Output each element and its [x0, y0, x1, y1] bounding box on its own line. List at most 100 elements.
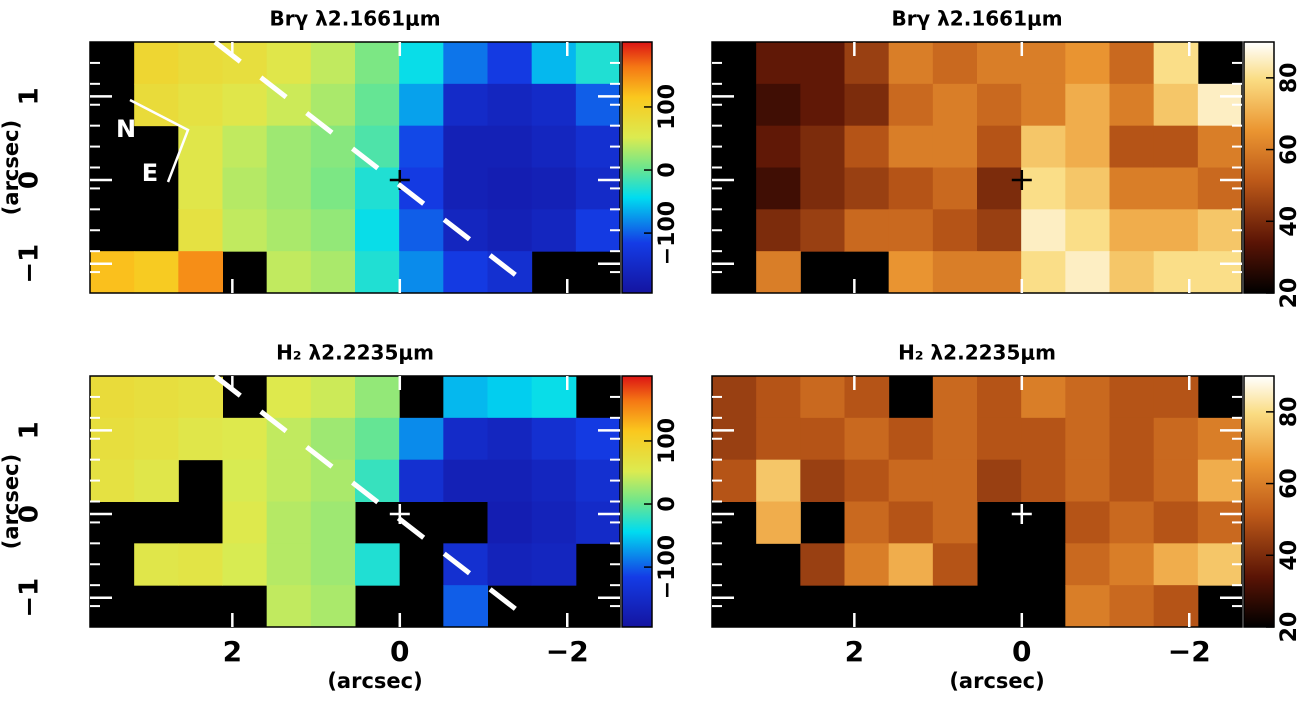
map-cell — [1109, 209, 1155, 252]
map-cell — [1109, 251, 1155, 294]
map-cell — [888, 459, 934, 502]
map-cell — [222, 167, 268, 210]
map-cell — [888, 251, 934, 294]
map-cell — [355, 42, 400, 85]
map-cell — [443, 417, 488, 461]
map-cell — [1153, 585, 1199, 628]
map-cell — [487, 42, 533, 85]
y-tick-label: 0 — [15, 505, 45, 523]
map-cell — [977, 125, 1022, 168]
map-cell — [756, 417, 801, 461]
map-cell — [1153, 543, 1199, 586]
map-cell — [134, 543, 179, 586]
map-cell — [1065, 543, 1110, 586]
map-cell — [222, 417, 268, 461]
map-cell — [800, 459, 845, 502]
map-cell — [310, 459, 356, 502]
map-cell — [310, 501, 356, 544]
map-cell — [487, 501, 533, 544]
map-cell — [443, 251, 488, 294]
map-cell — [1021, 167, 1066, 210]
map-cell — [977, 42, 1022, 85]
map-cell — [1109, 501, 1155, 544]
map-cell — [1065, 501, 1110, 544]
colorbar-tick-label: 0 — [655, 162, 680, 177]
map-cell — [1065, 459, 1110, 502]
compass — [129, 98, 190, 183]
map-cell — [756, 42, 801, 85]
center-cross — [1011, 504, 1032, 525]
colorbar-tick-label: 40 — [1277, 540, 1302, 571]
map-cell — [134, 42, 179, 85]
map-cell — [399, 42, 444, 85]
map-cell — [355, 543, 400, 586]
colorbar — [1243, 41, 1275, 294]
colorbar-tick-label: 100 — [655, 418, 680, 464]
colorbar-tick-label: 20 — [1277, 612, 1302, 643]
map-cell — [756, 167, 801, 210]
map-cell — [266, 209, 312, 252]
map-cell — [1109, 167, 1155, 210]
map-cell — [399, 459, 444, 502]
map-cell — [443, 459, 488, 502]
compass-label: N — [116, 115, 136, 143]
map-cell — [1109, 42, 1155, 85]
map-cell — [844, 417, 890, 461]
map-cell — [310, 251, 356, 294]
colorbar-tick-label: 40 — [1277, 206, 1302, 237]
map-cell — [178, 209, 223, 252]
map-cell — [443, 42, 488, 85]
map-cell — [1065, 125, 1110, 168]
x-tick-label: −2 — [1168, 635, 1211, 668]
map-cell — [266, 251, 312, 294]
map-cell — [487, 83, 533, 127]
map-cell — [977, 167, 1022, 210]
map-cell — [266, 585, 312, 628]
map-cell — [399, 251, 444, 294]
map-cell — [1153, 417, 1199, 461]
map-cell — [888, 209, 934, 252]
map-cell — [487, 417, 533, 461]
map-cell — [932, 167, 978, 210]
map-cell — [932, 459, 978, 502]
map-cell — [355, 251, 400, 294]
map-cell — [932, 543, 978, 586]
map-cell — [531, 167, 577, 210]
panel: Brγ λ2.1661μm 1 0 −1 (arcsec) 100 0 −100 NE — [0, 7, 680, 294]
map-cell — [977, 459, 1022, 502]
colorbar — [621, 375, 653, 628]
x-tick-label: 2 — [223, 635, 242, 668]
colorbar-tick-label: 100 — [655, 84, 680, 130]
map-cell — [310, 376, 356, 419]
map-cell — [134, 376, 179, 419]
map-cell — [266, 125, 312, 168]
map-cell — [888, 501, 934, 544]
map-cell — [266, 543, 312, 586]
map-cell — [1065, 251, 1110, 294]
map-cell — [134, 459, 179, 502]
map-cell — [134, 251, 179, 294]
map-cell — [844, 167, 890, 210]
map-cell — [355, 459, 400, 502]
colorbar-tick-label: 60 — [1277, 468, 1302, 499]
map-cell — [756, 376, 801, 419]
x-tick-label: 2 — [845, 635, 864, 668]
colorbar — [621, 41, 653, 294]
map-cell — [1153, 83, 1199, 127]
map-cell — [800, 167, 845, 210]
map-cell — [1153, 125, 1199, 168]
map-cell — [531, 543, 577, 586]
map-cell — [756, 125, 801, 168]
map-cell — [266, 459, 312, 502]
map-cell — [800, 417, 845, 461]
y-tick-label: 1 — [15, 87, 45, 105]
map-cell — [399, 125, 444, 168]
map-cell — [399, 417, 444, 461]
panel: H₂ λ2.2235μm 2 0 −2 (arcsec) 1 0 −1 (arcsec) 100 0… — [0, 341, 680, 694]
colorbar-tick-label: 80 — [1277, 63, 1302, 94]
map-cell — [932, 125, 978, 168]
colorbar-tick-label: 20 — [1277, 278, 1302, 309]
colorbar-tick-label: −100 — [655, 201, 680, 265]
map-cell — [487, 459, 533, 502]
map-cell — [487, 209, 533, 252]
